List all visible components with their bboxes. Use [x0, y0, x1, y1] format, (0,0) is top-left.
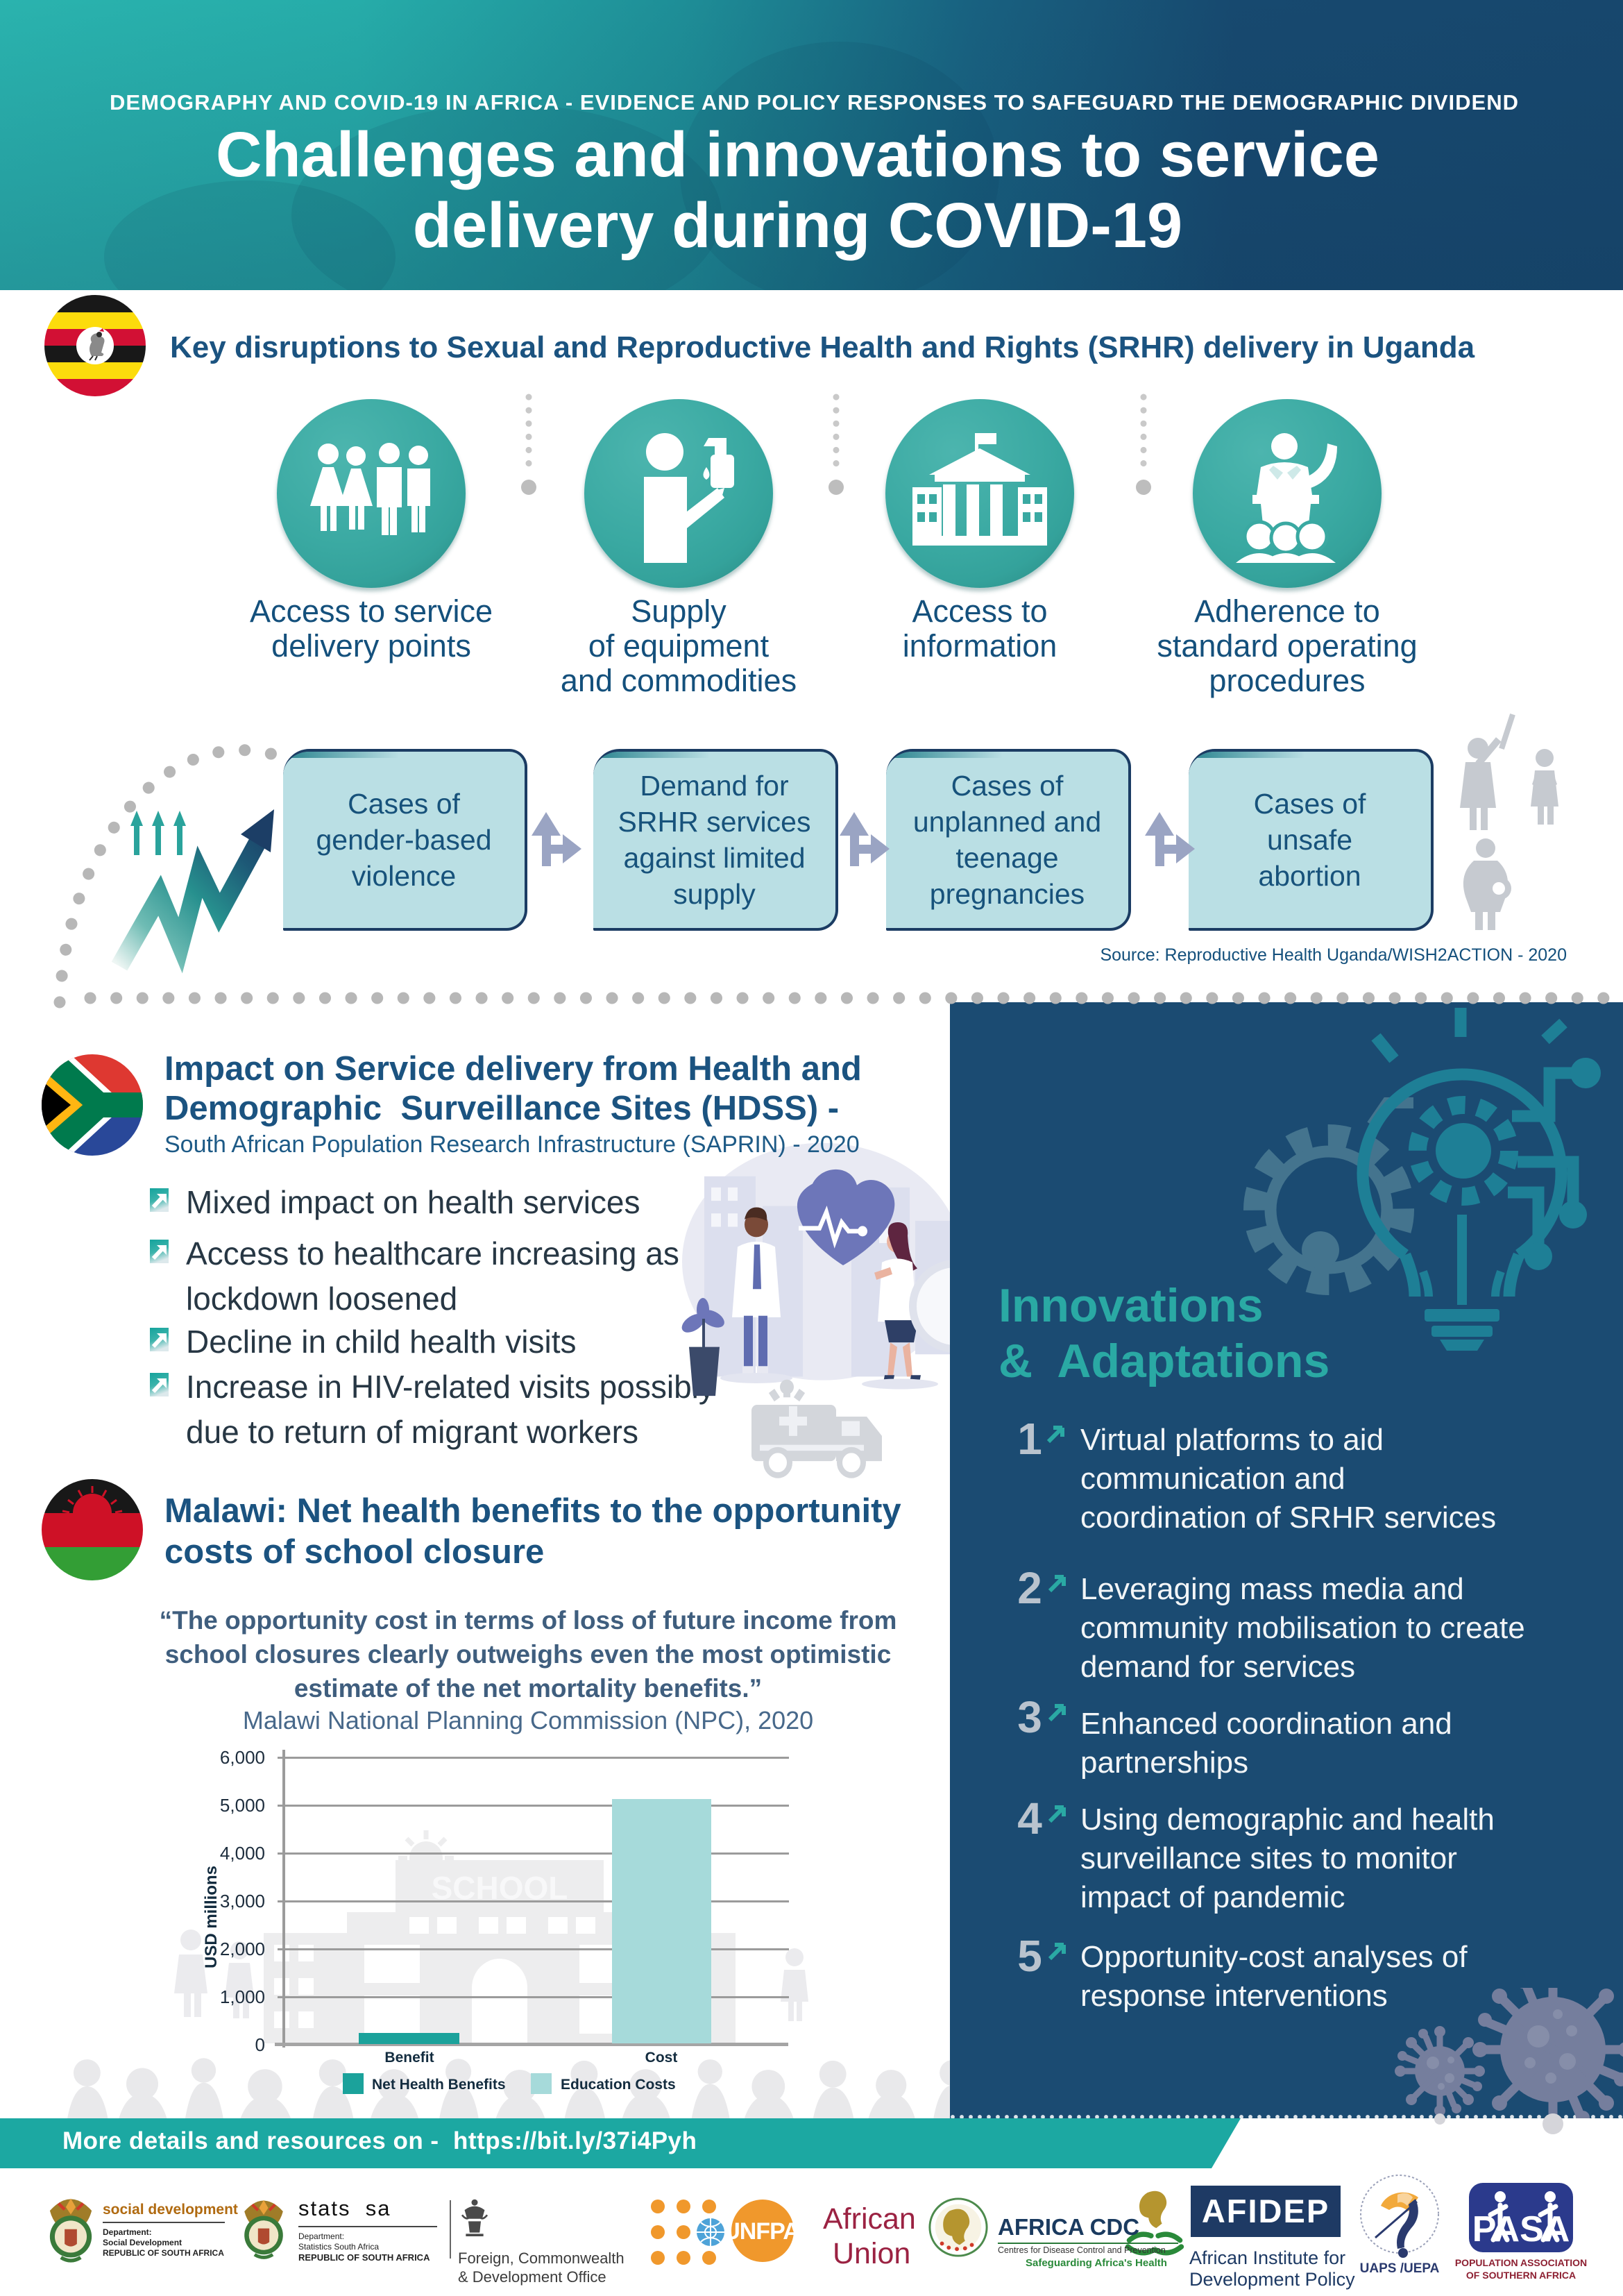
svg-text:UNFPA: UNFPA — [723, 2218, 799, 2245]
svg-text:UAPS /UEPA: UAPS /UEPA — [1360, 2261, 1440, 2275]
svg-text:PASA: PASA — [1472, 2209, 1570, 2249]
svg-text:POPULATION ASSOCIATION: POPULATION ASSOCIATION — [1455, 2257, 1587, 2268]
svg-text:OF SOUTHERN AFRICA: OF SOUTHERN AFRICA — [1466, 2270, 1576, 2281]
svg-text:SCHOOL: SCHOOL — [432, 1870, 568, 1906]
